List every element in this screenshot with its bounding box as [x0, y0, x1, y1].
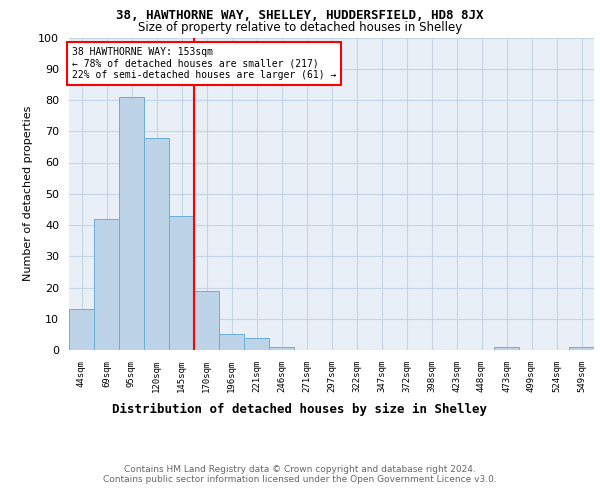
Bar	[244, 338, 269, 350]
Bar	[494, 347, 519, 350]
Text: 38, HAWTHORNE WAY, SHELLEY, HUDDERSFIELD, HD8 8JX: 38, HAWTHORNE WAY, SHELLEY, HUDDERSFIELD…	[116, 9, 484, 22]
Text: Distribution of detached houses by size in Shelley: Distribution of detached houses by size …	[113, 402, 487, 415]
Bar	[569, 347, 594, 350]
Bar	[94, 219, 119, 350]
Bar	[119, 97, 144, 350]
Bar	[219, 334, 244, 350]
Bar	[194, 290, 219, 350]
Bar	[69, 310, 94, 350]
Bar	[269, 347, 294, 350]
Text: 38 HAWTHORNE WAY: 153sqm
← 78% of detached houses are smaller (217)
22% of semi-: 38 HAWTHORNE WAY: 153sqm ← 78% of detach…	[71, 47, 336, 80]
Y-axis label: Number of detached properties: Number of detached properties	[23, 106, 33, 282]
Text: Size of property relative to detached houses in Shelley: Size of property relative to detached ho…	[138, 21, 462, 34]
Text: Contains HM Land Registry data © Crown copyright and database right 2024.
Contai: Contains HM Land Registry data © Crown c…	[103, 465, 497, 484]
Bar	[169, 216, 194, 350]
Bar	[144, 138, 169, 350]
